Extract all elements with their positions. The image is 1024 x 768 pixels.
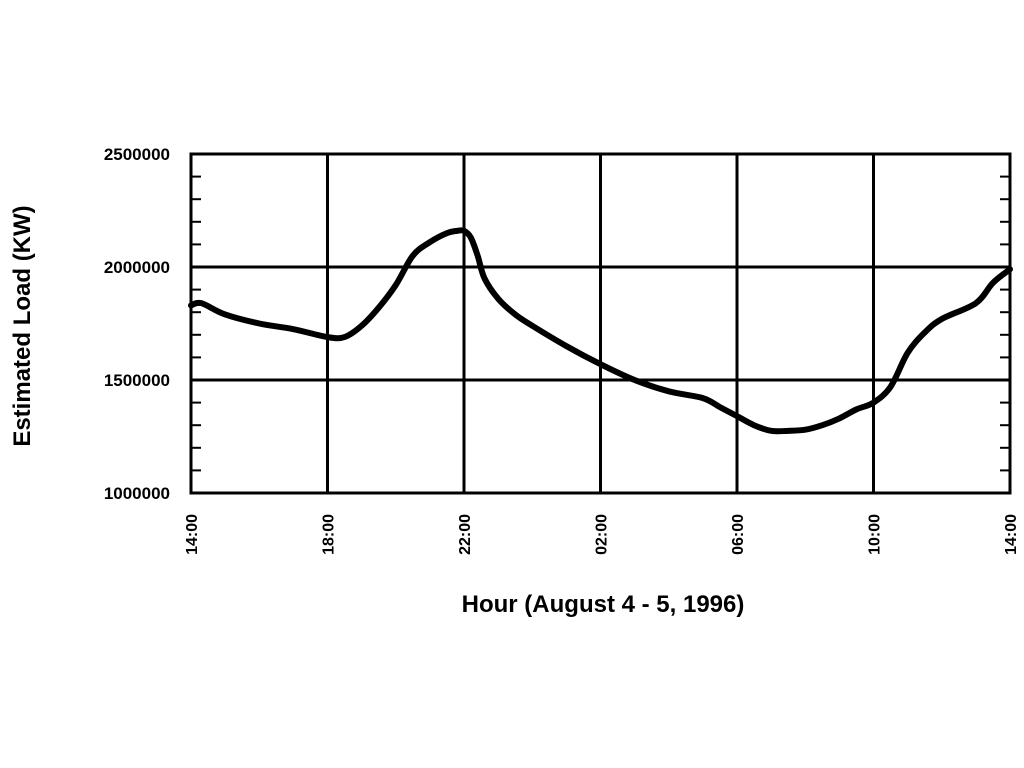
y-tick-label: 1000000 [104,484,170,503]
grid [191,154,1010,493]
x-tick-label: 02:00 [594,514,611,555]
series-layer [188,227,1013,435]
x-tick-labels: 14:00 18:00 22:00 02:00 06:00 10:00 14:00 [184,514,1020,555]
y-tick-label: 2000000 [104,258,170,277]
x-tick-label: 14:00 [184,514,201,555]
x-tick-label: 22:00 [457,514,474,555]
x-tick-label: 10:00 [867,514,884,555]
x-tick-label: 18:00 [321,514,338,555]
y-tick-label: 1500000 [104,371,170,390]
y-tick-label: 2500000 [104,145,170,164]
x-tick-label: 14:00 [1003,514,1020,555]
plot-frame [189,152,1012,495]
x-axis-label: Hour (August 4 - 5, 1996) [462,591,745,618]
y-tick-labels: 1000000 1500000 2000000 2500000 [104,145,170,503]
y-axis-label: Estimated Load (KW) [9,205,36,446]
series-line [188,227,1013,435]
x-tick-label: 06:00 [730,514,747,555]
